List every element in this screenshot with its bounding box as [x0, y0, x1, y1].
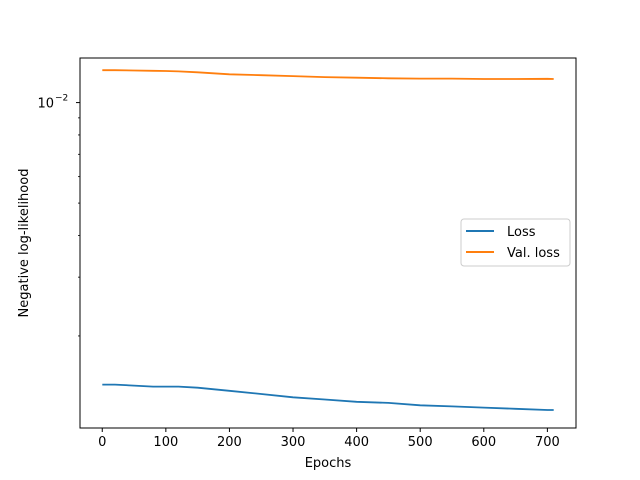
- x-tick-label: 700: [535, 435, 560, 450]
- x-axis-label: Epochs: [305, 456, 352, 471]
- x-tick-label: 100: [153, 435, 178, 450]
- x-tick-label: 600: [471, 435, 496, 450]
- x-tick-label: 500: [408, 435, 433, 450]
- series-layer: [102, 69, 554, 411]
- y-tick-label: 10: [37, 97, 54, 112]
- series-line-val-loss: [102, 69, 554, 80]
- x-tick-label: 200: [217, 435, 242, 450]
- x-tick-label: 300: [281, 435, 306, 450]
- legend-label-loss: Loss: [507, 225, 536, 240]
- x-axis-ticks: 0 100 200 300 400 500 600 700: [98, 428, 560, 450]
- legend: Loss Val. loss: [460, 218, 571, 267]
- series-line-loss: [102, 383, 554, 411]
- y-tick-label-exponent: −2: [55, 94, 68, 104]
- y-axis-label: Negative log-likelihood: [17, 169, 32, 318]
- x-tick-label: 400: [344, 435, 369, 450]
- legend-label-val-loss: Val. loss: [507, 246, 560, 261]
- x-tick-label: 0: [98, 435, 106, 450]
- y-axis-ticks: 10 −2: [37, 94, 80, 337]
